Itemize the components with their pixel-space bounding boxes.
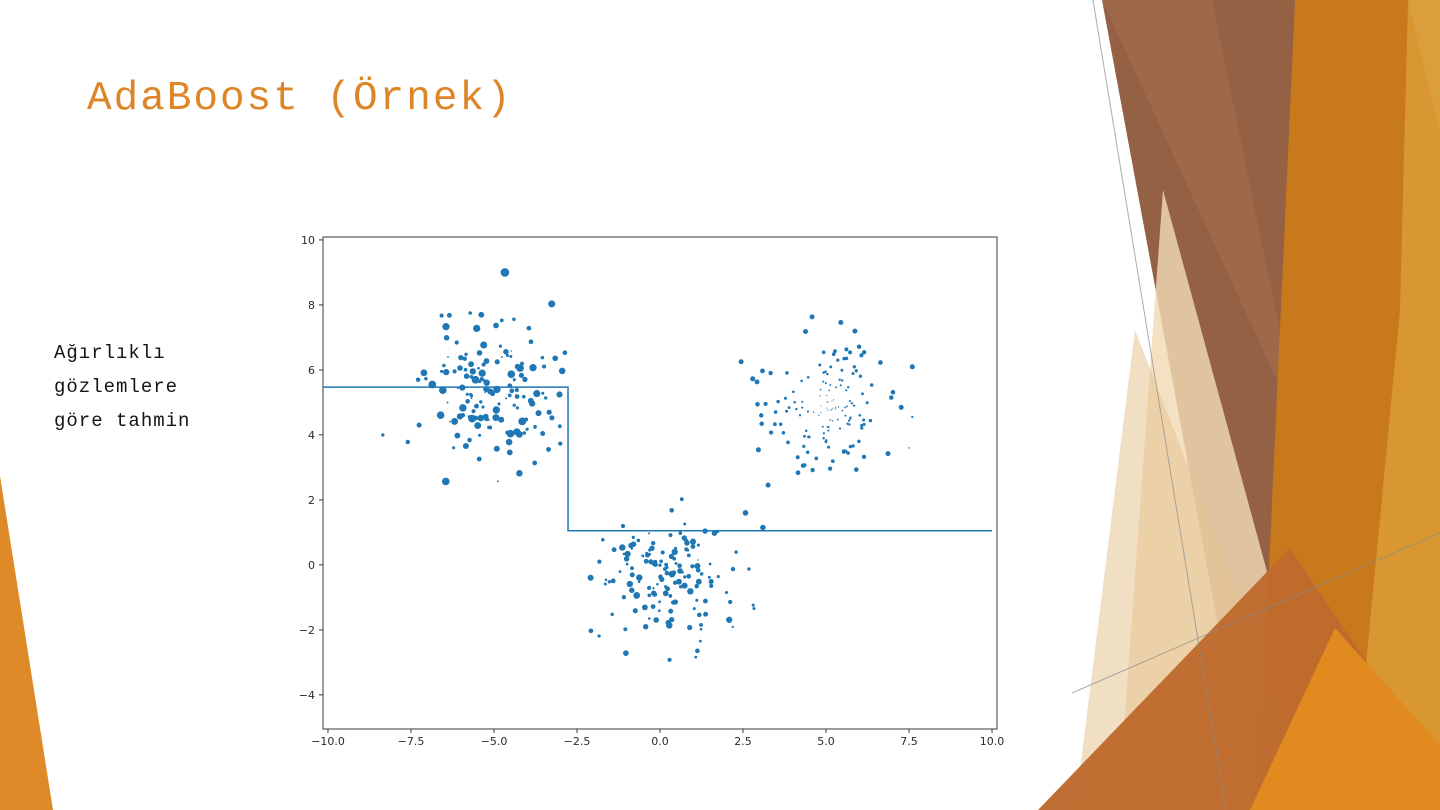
thin-diagonal-line-1 [1092,0,1227,810]
x-tick-label: 0.0 [651,735,669,748]
cluster-left [405,300,568,486]
cluster-right [738,314,915,488]
extra-points [381,268,914,531]
brown-highlight [1102,0,1300,430]
light-orange-edge [1352,0,1440,810]
y-tick-label: 10 [301,234,315,247]
y-tick-label: −4 [299,689,315,702]
cluster-bottom [587,497,756,662]
x-tick-label: −7.5 [398,735,425,748]
y-tick-label: 4 [308,429,315,442]
y-tick-label: 6 [308,364,315,377]
x-tick-label: 2.5 [734,735,752,748]
x-tick-label: −10.0 [311,735,345,748]
axes-frame [322,236,998,730]
axis-ticks: −10.0 −7.5 −5.0 −2.5 0.0 2.5 5.0 7.5 10.0 10 8 6 4 2 0… [299,234,1004,748]
thin-diagonal-line-2 [1071,532,1440,694]
x-tick-label: 5.0 [817,735,835,748]
side-note-line-2: gözlemlere [54,376,179,398]
side-note-line-1: Ağırlıklı [54,342,166,364]
x-tick-label: −5.0 [481,735,508,748]
bright-orange-corner [1250,628,1440,810]
side-note-line-3: göre tahmin [54,410,191,432]
bottom-left-wedge [0,476,53,810]
slide-title: AdaBoost (Örnek) [87,76,513,122]
y-tick-label: 8 [308,299,315,312]
chart-root: −10.0 −7.5 −5.0 −2.5 0.0 2.5 5.0 7.5 10.0 10 8 6 4 2 0… [299,234,1004,748]
x-tick-label: −2.5 [564,735,591,748]
right-decor-band [1038,0,1440,810]
y-tick-label: 2 [308,494,315,507]
y-tick-label: −2 [299,624,315,637]
side-note: Ağırlıklı gözlemlere göre tahmin [54,336,190,438]
y-tick-label: 0 [308,559,315,572]
x-tick-label: 10.0 [980,735,1005,748]
x-tick-label: 7.5 [900,735,918,748]
decision-step-line [323,386,993,532]
